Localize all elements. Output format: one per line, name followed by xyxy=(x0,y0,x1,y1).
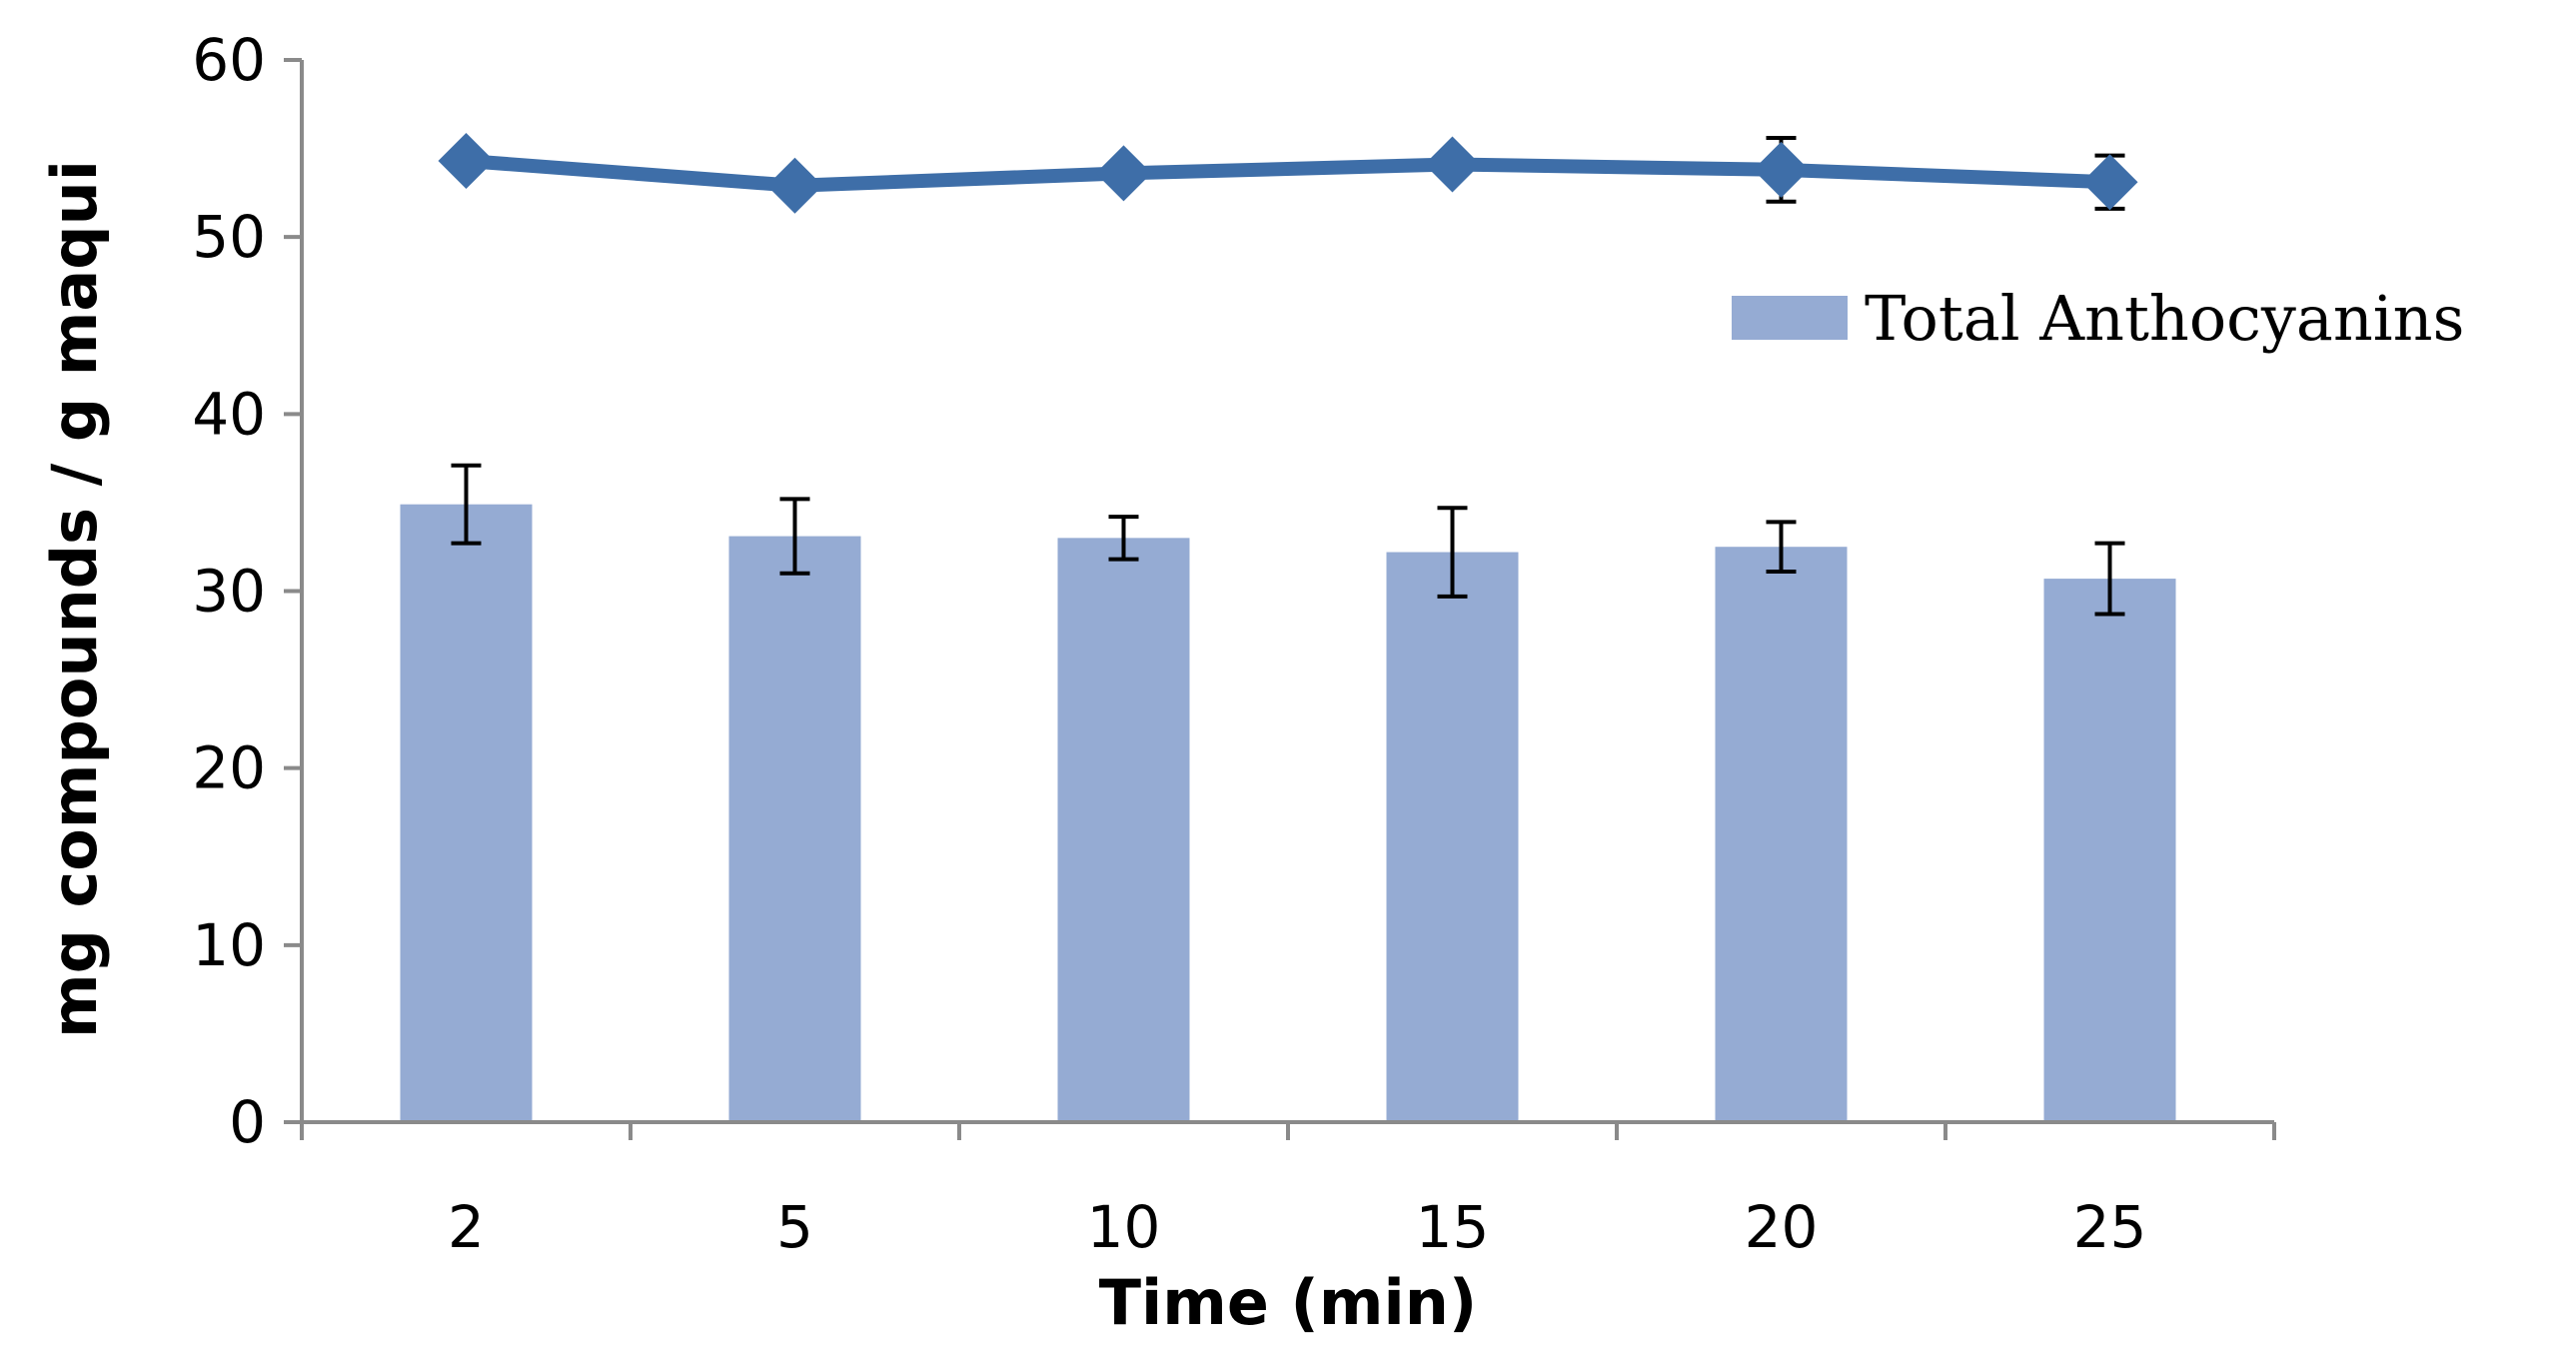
y-tick-label: 0 xyxy=(229,1088,266,1156)
x-tick-label: 25 xyxy=(2073,1193,2147,1261)
line-series-path xyxy=(465,154,2110,193)
line-point-diamond xyxy=(766,157,823,214)
y-tick-label: 60 xyxy=(192,26,266,94)
line-series-layer xyxy=(438,132,2138,214)
bar xyxy=(728,536,861,1122)
bar xyxy=(2043,579,2176,1122)
x-tick-label: 2 xyxy=(448,1193,485,1261)
legend-label: Total Anthocyanins xyxy=(1865,282,2464,355)
y-tick-label: 10 xyxy=(192,911,266,979)
line-point-diamond xyxy=(438,132,495,189)
bar xyxy=(1057,538,1190,1122)
bar xyxy=(1386,552,1519,1122)
x-tick-label: 15 xyxy=(1416,1193,1490,1261)
legend-swatch xyxy=(1732,296,1848,340)
axes-layer xyxy=(300,60,2274,1124)
line-point-diamond xyxy=(1095,145,1152,202)
y-tick-label: 40 xyxy=(192,380,266,448)
line-point-diamond xyxy=(2081,154,2138,211)
legend: Total Anthocyanins xyxy=(1732,282,2464,355)
error-bars-layer xyxy=(451,135,2125,617)
bars-layer xyxy=(400,504,2176,1122)
bar xyxy=(1715,547,1848,1122)
x-tick-label: 20 xyxy=(1745,1193,1819,1261)
y-tick-label: 30 xyxy=(192,558,266,626)
y-tick-label: 20 xyxy=(192,734,266,802)
x-tick-label: 5 xyxy=(776,1193,813,1261)
y-tick-label: 50 xyxy=(192,203,266,271)
line-point-diamond xyxy=(1753,141,1810,198)
x-axis-title: Time (min) xyxy=(1099,1266,1477,1339)
y-axis-title: mg compounds / g maqui xyxy=(38,160,111,1038)
ticks-layer xyxy=(284,58,2276,1140)
bar xyxy=(400,504,533,1122)
line-point-diamond xyxy=(1424,136,1481,193)
x-tick-label: 10 xyxy=(1087,1193,1161,1261)
